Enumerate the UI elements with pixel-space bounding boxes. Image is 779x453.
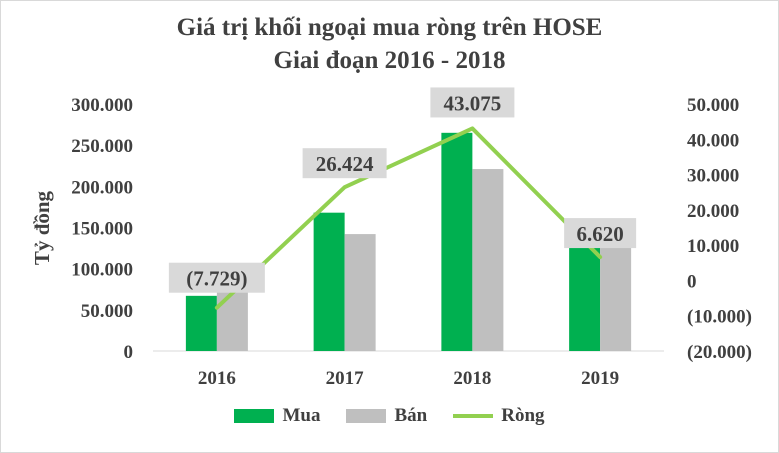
data-label: 43.075 xyxy=(444,91,502,115)
y-tick-label: 0 xyxy=(124,342,134,363)
chart-title: Giá trị khối ngoại mua ròng trên HOSE xyxy=(176,14,603,41)
chart-legend: Mua Bán Ròng xyxy=(1,405,778,427)
bar-mua xyxy=(185,295,217,351)
legend-item-mua: Mua xyxy=(234,405,320,427)
legend-item-rong: Ròng xyxy=(453,405,545,427)
x-tick-label: 2018 xyxy=(453,368,491,389)
y-tick-label: 50.000 xyxy=(81,301,133,322)
legend-label-mua: Mua xyxy=(282,405,321,426)
legend-swatch-mua xyxy=(234,409,275,423)
data-label-box xyxy=(168,262,265,293)
data-label: (7.729) xyxy=(186,267,247,291)
legend-item-ban: Bán xyxy=(346,405,427,427)
y-tick-label: 150.000 xyxy=(71,219,133,240)
data-label: 6.620 xyxy=(577,222,624,246)
legend-swatch-rong xyxy=(453,414,494,418)
y2-tick-label: 50.000 xyxy=(687,95,739,116)
legend-swatch-ban xyxy=(346,409,387,423)
data-label-box xyxy=(302,148,387,179)
data-label-box xyxy=(430,87,515,118)
y-tick-label: 200.000 xyxy=(71,177,133,198)
bar-ban xyxy=(600,245,632,351)
y-tick-label: 100.000 xyxy=(71,260,133,281)
data-label: 26.424 xyxy=(316,152,374,176)
data-label-box xyxy=(564,218,637,249)
y2-tick-label: 10.000 xyxy=(687,236,739,257)
y2-tick-label: 30.000 xyxy=(687,166,739,187)
y-tick-label: 250.000 xyxy=(71,136,133,157)
y-axis-label: Tỷ đồng xyxy=(30,190,54,265)
bar-mua xyxy=(313,212,345,351)
y2-tick-label: (20.000) xyxy=(687,342,752,363)
bar-mua xyxy=(441,132,473,351)
bar-ban xyxy=(472,169,504,351)
x-tick-label: 2019 xyxy=(581,368,619,389)
x-tick-label: 2016 xyxy=(198,368,236,389)
bar-ban xyxy=(216,289,248,351)
chart-title-block: Giá trị khối ngoại mua ròng trên HOSE Gi… xyxy=(1,11,778,77)
bar-mua xyxy=(569,239,601,351)
legend-label-rong: Ròng xyxy=(501,405,545,426)
legend-label-ban: Bán xyxy=(394,405,428,426)
y2-tick-label: 40.000 xyxy=(687,130,739,151)
y2-tick-label: 20.000 xyxy=(687,201,739,222)
chart-subtitle: Giai đoạn 2016 - 2018 xyxy=(273,47,506,74)
y2-tick-label: 0 xyxy=(687,271,697,292)
y2-tick-label: (10.000) xyxy=(687,307,752,328)
bar-ban xyxy=(344,234,376,351)
line-rong xyxy=(214,126,603,310)
y-tick-label: 300.000 xyxy=(71,95,133,116)
x-tick-label: 2017 xyxy=(326,368,365,389)
